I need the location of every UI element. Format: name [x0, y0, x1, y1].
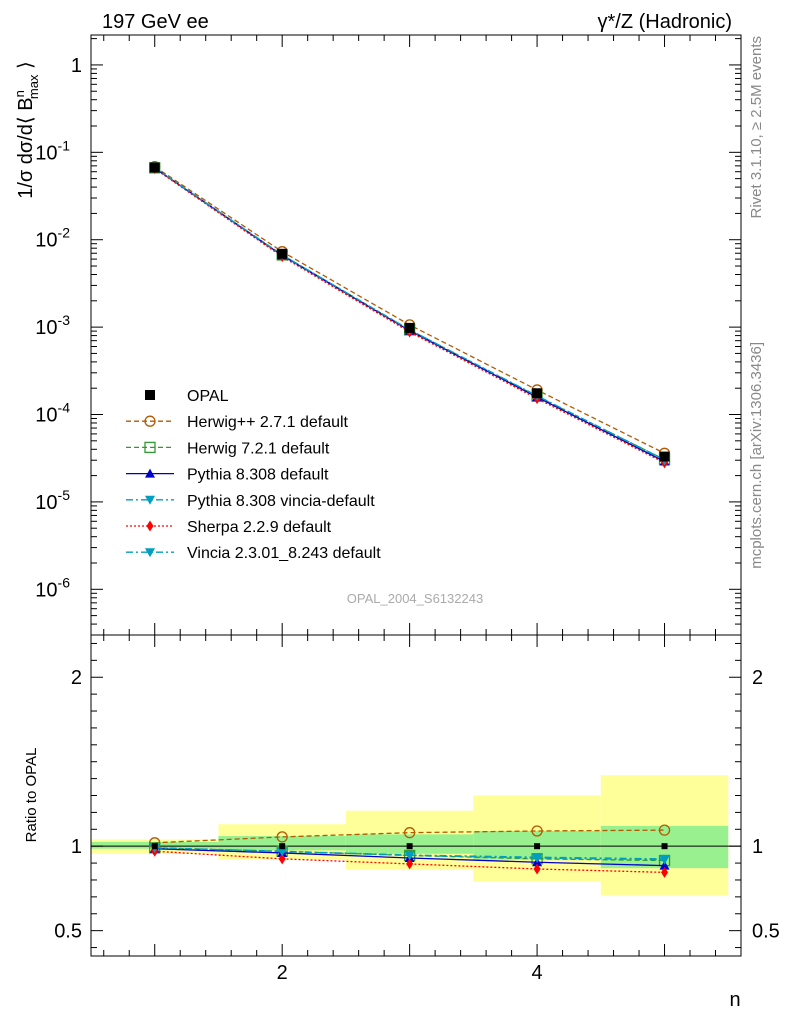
- y-axis-label-main-part1: 1/σ dσ/d⟨ B: [15, 97, 37, 198]
- ratio-point: [532, 853, 543, 863]
- legend-entry-pythia-8-308-default: Pythia 8.308 default: [126, 467, 329, 484]
- y-axis-label-main: 1/σ dσ/d⟨ Bnmax ⟩: [12, 61, 41, 199]
- ratio-line: [154, 850, 665, 874]
- x-tick-label: 4: [532, 962, 543, 984]
- legend-label: Herwig 7.2.1 default: [187, 440, 330, 457]
- ratio-point: [406, 858, 414, 870]
- legend-marker: [146, 520, 154, 532]
- legend-entry-sherpa-2-2-9-default: Sherpa 2.2.9 default: [126, 519, 332, 536]
- ratio-point: [659, 860, 670, 870]
- ratio-axes: 2 4 0.5 0.5 1 1 2 2: [54, 635, 780, 984]
- legend-marker: [145, 468, 155, 478]
- legend-entry-vincia-2-3-01-8-243-default: Vincia 2.3.01_8.243 default: [126, 545, 381, 562]
- x-tick-label: 2: [277, 962, 288, 984]
- ratio-point: [659, 854, 670, 864]
- legend-entry-herwig-2-7-1-default: Herwig++ 2.7.1 default: [126, 414, 349, 431]
- opal-data-point: [659, 451, 670, 462]
- main-series-group: [149, 161, 671, 469]
- opal-ratio-point: [406, 843, 413, 850]
- ratio-y-tick-label-right: 0.5: [752, 921, 780, 943]
- legend-label: Herwig++ 2.7.1 default: [187, 414, 349, 431]
- ratio-series-opal: [151, 843, 668, 850]
- ratio-point: [533, 863, 541, 875]
- ratio-y-tick-label: 1: [71, 836, 82, 858]
- series-line: [154, 166, 665, 454]
- legend: OPAL Herwig++ 2.7.1 default Herwig 7.2.1 d…: [126, 388, 381, 562]
- opal-data-point: [404, 322, 415, 333]
- ratio-point: [531, 825, 543, 837]
- legend-label: Sherpa 2.2.9 default: [187, 519, 332, 536]
- legend-marker: [144, 441, 156, 454]
- y-tick-label: 10-6: [35, 574, 70, 601]
- ratio-y-tick-label-right: 2: [752, 667, 763, 689]
- y-axis-label-ratio: Ratio to OPAL: [23, 748, 40, 843]
- ratio-point: [276, 831, 288, 843]
- header-right: γ*/Z (Hadronic): [598, 11, 732, 33]
- series-opal: [149, 162, 670, 462]
- y-tick-label: 10-4: [35, 400, 70, 427]
- ratio-point: [658, 824, 671, 836]
- y-tick-label: 10-3: [35, 312, 70, 339]
- opal-ratio-point: [279, 843, 286, 850]
- ratio-line: [154, 847, 665, 862]
- legend-label: Pythia 8.308 vincia-default: [187, 493, 375, 510]
- main-axes: 1 10-1 10-2 10-3 10-4 10-5 10-6: [35, 35, 741, 636]
- opal-data-point: [277, 248, 288, 259]
- legend-label: Vincia 2.3.01_8.243 default: [187, 545, 381, 562]
- ratio-point: [403, 827, 416, 839]
- x-axis-label: n: [729, 989, 740, 1011]
- ratio-y-tick-label: 2: [71, 667, 82, 689]
- y-tick-label: 10-2: [35, 225, 70, 252]
- y-tick-label: 10-5: [35, 487, 70, 514]
- ratio-series-group: [149, 824, 671, 878]
- y-tick-label: 1: [71, 55, 82, 77]
- ratio-point: [661, 866, 669, 878]
- ratio-point: [277, 847, 288, 857]
- legend-marker: [144, 415, 156, 427]
- watermark: OPAL_2004_S6132243: [347, 591, 483, 606]
- legend-entry-opal: OPAL: [145, 388, 229, 405]
- legend-label: Pythia 8.308 default: [187, 467, 329, 484]
- opal-ratio-point: [151, 843, 158, 850]
- opal-ratio-point: [661, 843, 668, 850]
- legend-entry-herwig-7-2-1-default: Herwig 7.2.1 default: [126, 440, 330, 457]
- ratio-point: [278, 853, 286, 865]
- ratio-line: [154, 829, 665, 844]
- rivet-label: Rivet 3.1.10, ≥ 2.5M events: [748, 36, 765, 219]
- ratio-point: [404, 850, 415, 860]
- legend-marker: [145, 548, 155, 558]
- ratio-frame: [90, 634, 742, 957]
- legend-label: OPAL: [187, 388, 229, 405]
- ratio-series-vincia-2-3-01-8-243-default: [149, 843, 670, 864]
- ratio-y-tick-label-right: 1: [752, 836, 763, 858]
- legend-entry-pythia-8-308-vincia-default: Pythia 8.308 vincia-default: [126, 493, 375, 510]
- legend-marker: [145, 390, 155, 400]
- opal-data-point: [532, 388, 543, 399]
- legend-marker: [145, 495, 155, 505]
- opal-data-point: [149, 162, 160, 173]
- header-left: 197 GeV ee: [102, 11, 209, 33]
- ratio-y-tick-label: 0.5: [54, 921, 82, 943]
- ratio-uncertainty-bands: [91, 775, 729, 896]
- opal-ratio-point: [534, 843, 541, 850]
- y-tick-label: 10-1: [35, 137, 70, 164]
- mcplots-label: mcplots.cern.ch [arXiv:1306.3436]: [748, 342, 765, 569]
